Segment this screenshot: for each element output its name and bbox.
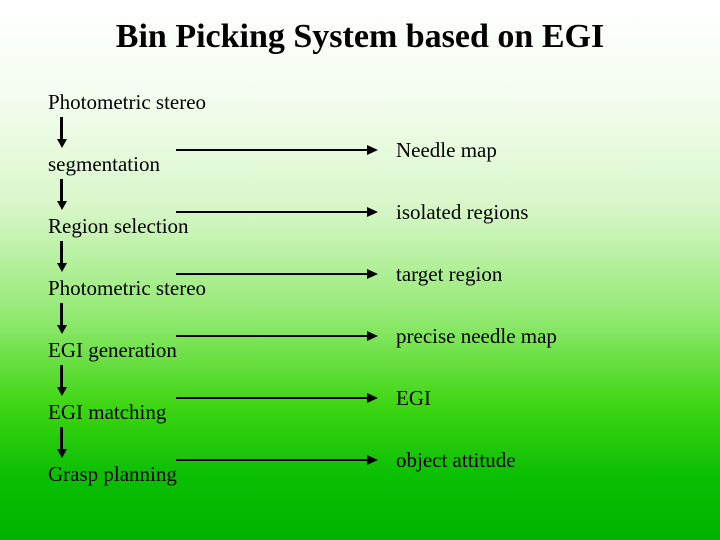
flow-arrow-down (60, 179, 63, 201)
output-label: target region (396, 262, 502, 287)
output-arrow-right (176, 459, 367, 461)
flow-arrow-down-head (57, 325, 67, 334)
output-arrow-right-head (367, 331, 378, 341)
flow-arrow-down (60, 365, 63, 387)
output-arrow-right-head (367, 393, 378, 403)
output-label: precise needle map (396, 324, 557, 349)
flow-arrow-down-head (57, 201, 67, 210)
step-label: Photometric stereo (48, 90, 206, 115)
output-arrow-right (176, 335, 367, 337)
slide-title: Bin Picking System based on EGI (0, 18, 720, 56)
output-arrow-right (176, 397, 367, 399)
flow-arrow-down (60, 241, 63, 263)
output-arrow-right (176, 211, 367, 213)
output-arrow-right-head (367, 269, 378, 279)
flow-arrow-down-head (57, 449, 67, 458)
output-arrow-right-head (367, 145, 378, 155)
step-label: EGI matching (48, 400, 166, 425)
flow-arrow-down-head (57, 139, 67, 148)
flow-arrow-down-head (57, 263, 67, 272)
output-arrow-right (176, 149, 367, 151)
flow-arrow-down (60, 427, 63, 449)
flow-arrow-down (60, 117, 63, 139)
slide-canvas: Bin Picking System based on EGI Photomet… (0, 0, 720, 540)
output-arrow-right (176, 273, 367, 275)
output-label: object attitude (396, 448, 516, 473)
output-arrow-right-head (367, 455, 378, 465)
step-label: segmentation (48, 152, 160, 177)
output-label: Needle map (396, 138, 497, 163)
output-arrow-right-head (367, 207, 378, 217)
step-label: Photometric stereo (48, 276, 206, 301)
flow-arrow-down (60, 303, 63, 325)
output-label: EGI (396, 386, 431, 411)
step-label: EGI generation (48, 338, 177, 363)
step-label: Region selection (48, 214, 189, 239)
flow-arrow-down-head (57, 387, 67, 396)
output-label: isolated regions (396, 200, 528, 225)
step-label: Grasp planning (48, 462, 177, 487)
